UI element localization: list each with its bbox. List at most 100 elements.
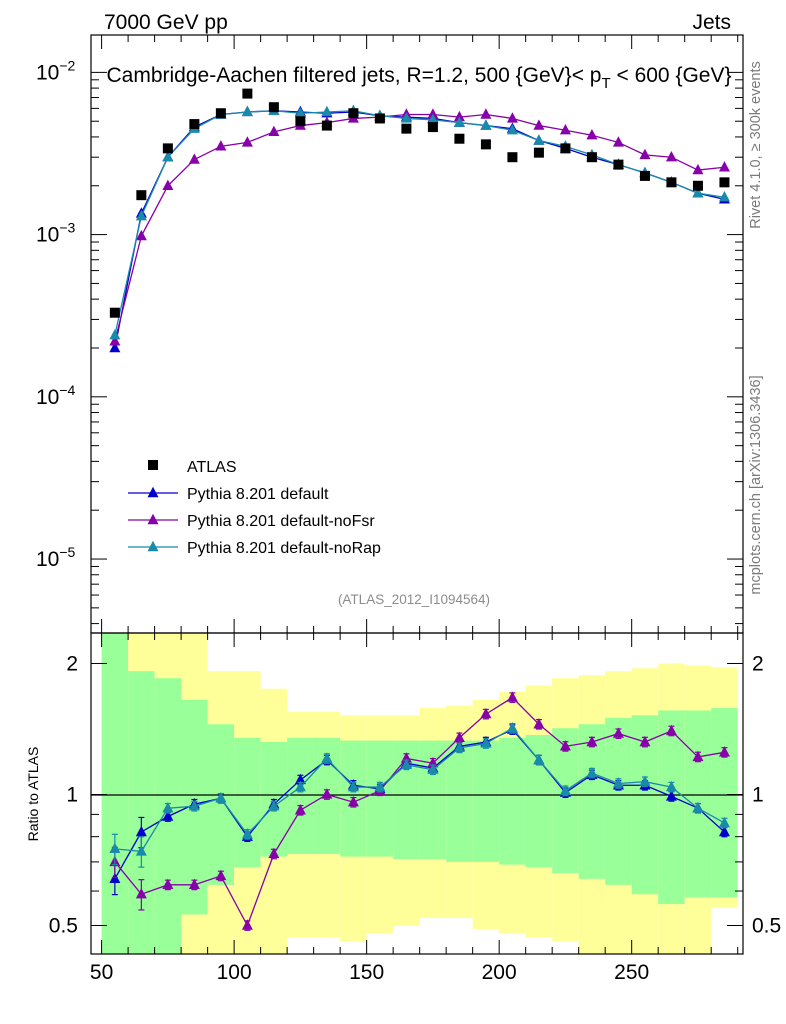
ratio-point-noFsr xyxy=(162,878,174,890)
mc-point-noFsr xyxy=(268,125,280,137)
ratio-y-tick-label-right: 0.5 xyxy=(752,914,781,937)
inner-band-segment xyxy=(154,678,182,954)
ratio-point-noRap xyxy=(215,792,227,803)
mc-point-noFsr xyxy=(427,108,439,119)
mc-point-noFsr xyxy=(586,128,598,140)
ratio-point-noRap xyxy=(559,784,571,795)
mc-point-noRap xyxy=(427,113,439,125)
legend-label-noFsr: Pythia 8.201 default-noFsr xyxy=(187,513,375,530)
y-tick-label: 10−4 xyxy=(36,382,76,409)
y-tick-label-exponent: −4 xyxy=(59,382,75,398)
ratio-y-tick-label-left: 2 xyxy=(66,652,78,675)
ratio-point-noRap xyxy=(400,758,412,770)
ratio-point-noRap xyxy=(639,775,651,786)
inner-band-segment xyxy=(605,717,632,885)
ratio-point-noRap xyxy=(188,799,200,811)
y-tick-label-base: 10 xyxy=(36,386,59,409)
mcplots-reference-label: mcplots.cern.ch [arXiv:1306.3436] xyxy=(748,375,764,594)
ratio-point-noFsr xyxy=(718,746,730,757)
mc-point-noRap xyxy=(692,186,704,198)
plot-title-main: Cambridge-Aachen filtered jets, R=1.2, 5… xyxy=(107,64,602,87)
inner-band-segment xyxy=(446,740,473,862)
ratio-y-tick-label-right: 1 xyxy=(752,783,764,806)
ratio-point-noFsr xyxy=(188,878,200,890)
inner-band-segment xyxy=(552,728,579,874)
ratio-point-noRap xyxy=(453,741,465,753)
atlas-data-point xyxy=(427,122,438,133)
ratio-point-noRap xyxy=(692,802,704,813)
energy-label: 7000 GeV pp xyxy=(104,11,228,34)
ratio-point-noFsr xyxy=(506,691,518,702)
ratio-point-noFsr xyxy=(639,735,651,747)
mc-point-noFsr xyxy=(559,124,571,135)
ratio-panel-axes: 50 100 150 200 250 0.5 0.5 1 1 2 2 xyxy=(49,633,781,984)
inner-band-segment xyxy=(287,737,314,854)
inner-band-segment xyxy=(207,724,235,885)
x-tick-label: 200 xyxy=(482,961,517,984)
ratio-point-noFsr xyxy=(692,750,704,762)
atlas-data-point xyxy=(268,102,279,113)
ratio-point-noRap xyxy=(109,842,121,854)
atlas-data-point xyxy=(109,307,120,318)
mc-point-noFsr xyxy=(162,179,174,190)
mc-point-noRap xyxy=(718,191,730,202)
mc-point-noRap xyxy=(400,112,412,123)
mc-point-noRap xyxy=(135,209,147,221)
mc-point-noFsr xyxy=(718,161,730,172)
ratio-point-noFsr xyxy=(665,724,677,736)
ratio-point-noRap xyxy=(427,763,439,774)
ratio-point-noRap xyxy=(718,816,730,828)
mc-point-noFsr xyxy=(109,335,121,346)
mc-point-noFsr xyxy=(453,110,465,122)
ratio-point-noFsr xyxy=(453,731,465,742)
legend: ATLAS Pythia 8.201 default Pythia 8.201 de… xyxy=(128,459,381,557)
mc-line-noRap xyxy=(114,110,725,336)
mc-point-default xyxy=(109,341,121,353)
mc-point-noFsr xyxy=(692,163,704,175)
atlas-data-point xyxy=(374,113,385,124)
mc-point-noRap xyxy=(506,124,518,135)
inner-band-segment xyxy=(499,737,526,865)
mc-point-noFsr xyxy=(506,112,518,123)
mc-line-noFsr xyxy=(114,113,725,342)
ratio-point-default xyxy=(718,825,730,837)
atlas-data-point xyxy=(666,177,677,188)
process-label: Jets xyxy=(692,11,731,34)
atlas-data-point xyxy=(480,139,491,150)
legend-marker-noFsr xyxy=(147,513,159,525)
ratio-point-noFsr xyxy=(559,740,571,751)
atlas-data-point xyxy=(639,170,650,181)
ratio-point-noRap xyxy=(268,799,280,811)
inner-band-segment xyxy=(658,710,685,905)
ratio-point-default xyxy=(135,825,147,837)
ratio-point-noFsr xyxy=(533,718,545,729)
ratio-point-noFsr xyxy=(215,869,227,881)
atlas-data-points xyxy=(109,88,730,318)
atlas-data-point xyxy=(692,180,703,191)
ratio-point-noFsr xyxy=(294,804,306,815)
inner-band-segment xyxy=(234,737,261,868)
mc-point-noRap xyxy=(321,105,333,117)
atlas-data-point xyxy=(215,108,226,119)
inner-band-segment xyxy=(472,740,500,862)
ratio-point-noRap xyxy=(665,780,677,792)
atlas-data-point xyxy=(295,116,306,127)
x-tick-label: 250 xyxy=(614,961,649,984)
ratio-point-default xyxy=(162,810,174,821)
mc-point-noFsr xyxy=(135,229,147,241)
ratio-line-noRap xyxy=(114,727,725,853)
inner-band-segment xyxy=(101,633,129,954)
mc-point-noFsr xyxy=(188,153,200,164)
ratio-point-noRap xyxy=(480,737,492,748)
y-tick-label-base: 10 xyxy=(36,548,59,571)
analysis-id-label: (ATLAS_2012_I1094564) xyxy=(338,592,490,607)
ratio-point-noFsr xyxy=(586,735,598,747)
ratio-series xyxy=(109,691,730,931)
mc-point-noRap xyxy=(294,107,306,118)
mc-point-noFsr xyxy=(215,140,227,151)
atlas-data-point xyxy=(321,120,332,131)
legend-marker-noRap xyxy=(147,540,159,552)
atlas-data-point xyxy=(454,133,465,144)
ratio-point-noFsr xyxy=(347,796,359,807)
